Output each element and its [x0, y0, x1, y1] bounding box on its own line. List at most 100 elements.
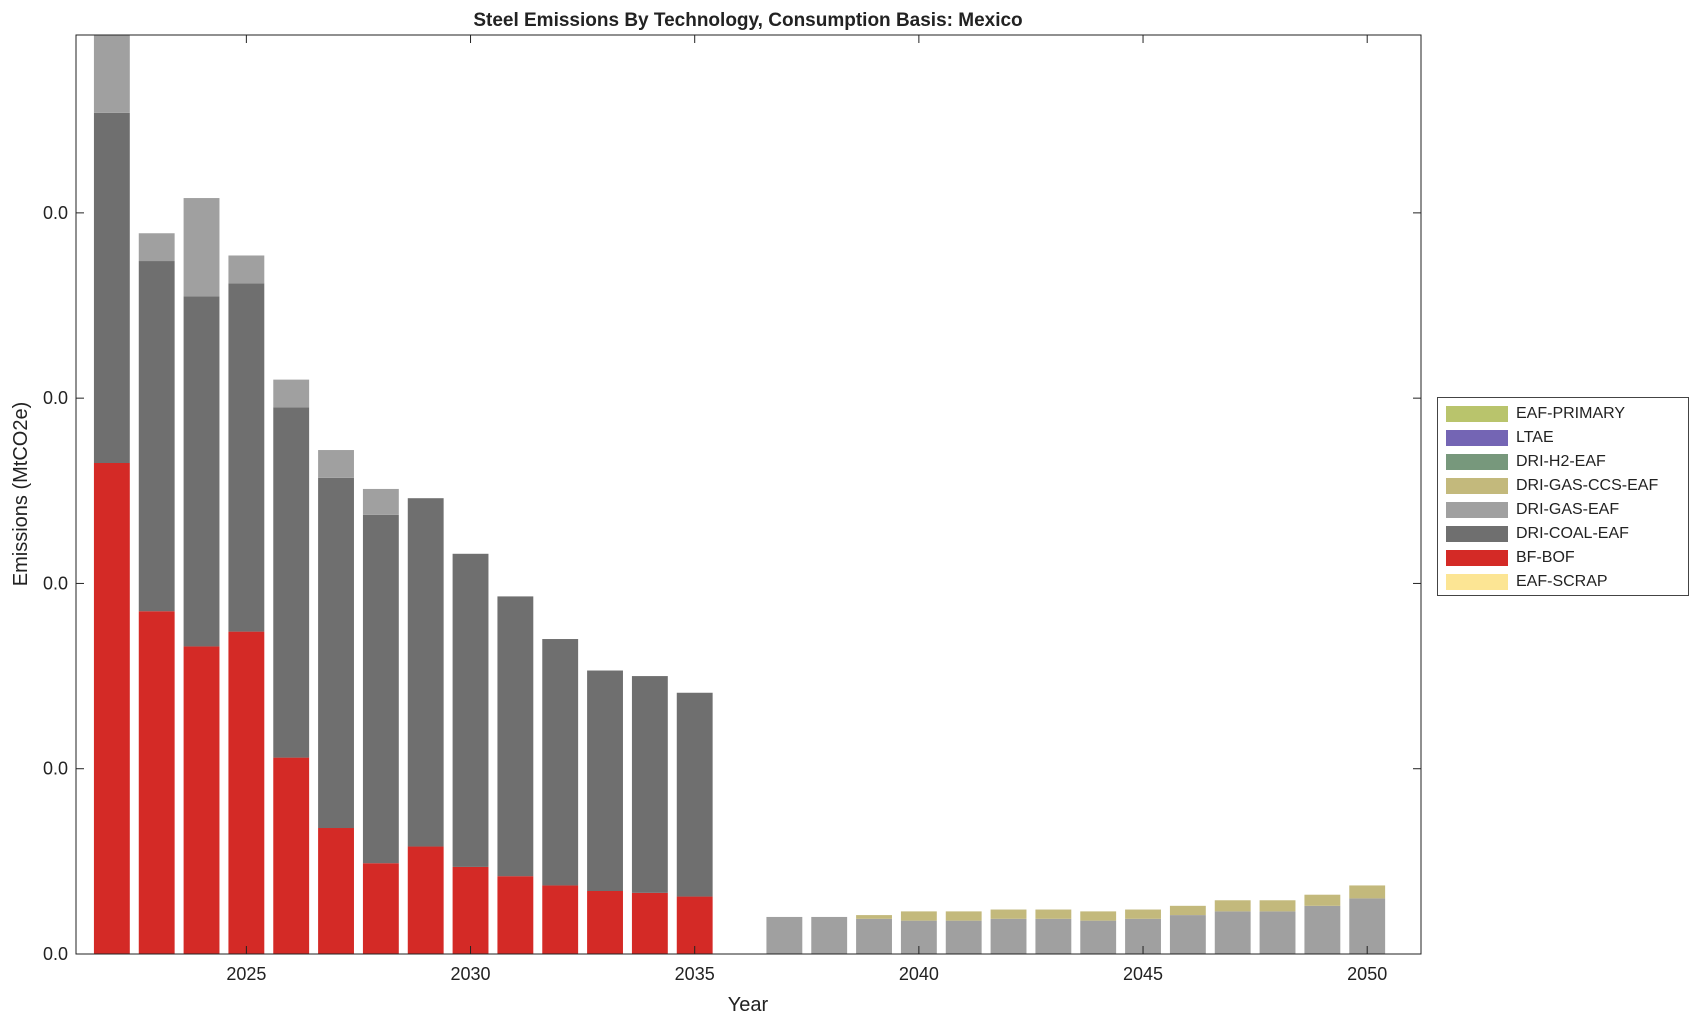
bar-dri-coal-eaf-2028 — [362, 514, 399, 864]
bar-bf-bof-2034 — [631, 892, 668, 954]
bar-dri-gas-eaf-2028 — [362, 488, 399, 515]
bar-dri-gas-eaf-2043 — [1035, 918, 1072, 954]
bar-marks — [93, 35, 1386, 954]
bar-bf-bof-2031 — [497, 876, 534, 954]
bar-dri-gas-eaf-2050 — [1349, 898, 1386, 954]
legend-swatch — [1446, 406, 1508, 422]
bar-dri-coal-eaf-2023 — [138, 261, 175, 612]
bar-dri-gas-ccs-eaf-2045 — [1125, 909, 1161, 919]
legend-swatch — [1446, 502, 1508, 518]
x-tick-label: 2040 — [899, 964, 939, 984]
x-tick-label: 2050 — [1347, 964, 1387, 984]
legend-item-dri-h2-eaf: DRI-H2-EAF — [1446, 452, 1606, 472]
y-tick-label: 0.0 — [43, 388, 68, 408]
bar-bf-bof-2035 — [676, 896, 713, 954]
bar-bf-bof-2030 — [452, 866, 489, 954]
bar-bf-bof-2024 — [183, 646, 220, 954]
bar-dri-gas-eaf-2026 — [273, 379, 310, 408]
x-tick-label: 2030 — [451, 964, 491, 984]
y-tick-label: 0.0 — [43, 759, 68, 779]
bar-bf-bof-2027 — [318, 828, 354, 954]
bar-bf-bof-2029 — [407, 846, 444, 954]
bar-dri-gas-eaf-2048 — [1259, 911, 1296, 954]
legend-swatch — [1446, 550, 1508, 566]
bar-dri-coal-eaf-2027 — [318, 477, 354, 829]
legend-label: DRI-COAL-EAF — [1516, 525, 1629, 542]
bar-dri-coal-eaf-2032 — [542, 639, 579, 886]
bar-bf-bof-2033 — [587, 891, 623, 954]
bar-dri-gas-ccs-eaf-2039 — [856, 915, 892, 919]
bar-dri-coal-eaf-2026 — [273, 407, 310, 758]
bar-bf-bof-2028 — [362, 863, 399, 954]
bar-dri-gas-eaf-2042 — [990, 918, 1027, 954]
legend-item-dri-gas-eaf: DRI-GAS-EAF — [1446, 500, 1619, 520]
bar-dri-coal-eaf-2025 — [228, 283, 265, 632]
bar-dri-gas-eaf-2039 — [856, 918, 892, 954]
bar-dri-gas-ccs-eaf-2048 — [1259, 900, 1296, 912]
bar-bf-bof-2032 — [542, 885, 579, 954]
y-tick-label: 0.0 — [43, 944, 68, 964]
bar-bf-bof-2025 — [228, 631, 265, 954]
chart-title: Steel Emissions By Technology, Consumpti… — [473, 10, 1022, 31]
bar-dri-gas-eaf-2049 — [1304, 905, 1341, 954]
bar-bf-bof-2026 — [273, 757, 310, 954]
bar-dri-gas-eaf-2041 — [945, 920, 982, 954]
bar-dri-gas-eaf-2025 — [228, 255, 265, 284]
bar-bf-bof-2022 — [93, 463, 130, 954]
y-axis-ticks: 0.0 0.0 0.0 0.0 0.0 — [43, 203, 1421, 964]
plot-frame — [75, 34, 1422, 955]
bar-dri-gas-ccs-eaf-2046 — [1169, 905, 1206, 916]
bar-dri-gas-eaf-2022 — [93, 35, 130, 113]
legend-swatch — [1446, 430, 1508, 446]
bar-dri-coal-eaf-2029 — [407, 498, 444, 847]
legend-item-eaf-primary: EAF-PRIMARY — [1446, 404, 1625, 424]
legend-swatch — [1446, 454, 1508, 470]
bar-dri-coal-eaf-2030 — [452, 553, 489, 867]
bar-dri-gas-eaf-2046 — [1169, 915, 1206, 954]
legend-label: EAF-PRIMARY — [1516, 405, 1626, 422]
legend-swatch — [1446, 478, 1508, 494]
bar-dri-gas-ccs-eaf-2040 — [900, 911, 937, 921]
bar-dri-gas-ccs-eaf-2043 — [1035, 909, 1072, 919]
legend-swatch — [1446, 574, 1508, 590]
bar-dri-gas-eaf-2044 — [1080, 920, 1117, 954]
legend-label: LTAE — [1516, 429, 1554, 446]
bar-dri-coal-eaf-2031 — [497, 596, 534, 877]
legend-label: EAF-SCRAP — [1516, 573, 1608, 590]
x-tick-label: 2025 — [226, 964, 266, 984]
legend-item-dri-gas-ccs-eaf: DRI-GAS-CCS-EAF — [1446, 476, 1658, 496]
bar-dri-coal-eaf-2035 — [676, 692, 713, 897]
bar-bf-bof-2023 — [138, 611, 175, 954]
bar-dri-gas-eaf-2038 — [811, 916, 848, 954]
y-tick-label: 0.0 — [43, 573, 68, 593]
bar-dri-gas-eaf-2024 — [183, 198, 220, 297]
bar-dri-gas-ccs-eaf-2050 — [1349, 885, 1386, 899]
bar-dri-gas-ccs-eaf-2042 — [990, 909, 1027, 919]
bar-dri-gas-ccs-eaf-2044 — [1080, 911, 1117, 921]
bar-dri-gas-eaf-2037 — [766, 916, 803, 954]
legend-label: DRI-GAS-EAF — [1516, 501, 1620, 518]
bar-dri-gas-eaf-2023 — [138, 233, 175, 262]
legend-label: DRI-H2-EAF — [1516, 453, 1606, 470]
bar-dri-gas-ccs-eaf-2049 — [1304, 894, 1341, 906]
legend-swatch — [1446, 526, 1508, 542]
legend: EAF-PRIMARY LTAE DRI-H2-EAF DRI-GAS-CCS-EAF… — [1437, 397, 1689, 596]
bar-dri-gas-ccs-eaf-2041 — [945, 911, 982, 921]
legend-label: BF-BOF — [1516, 549, 1575, 566]
bar-dri-coal-eaf-2033 — [587, 670, 623, 892]
legend-label: DRI-GAS-CCS-EAF — [1516, 477, 1659, 494]
x-tick-label: 2035 — [675, 964, 715, 984]
x-tick-label: 2045 — [1123, 964, 1163, 984]
legend-item-ltae: LTAE — [1446, 428, 1554, 448]
bar-dri-gas-ccs-eaf-2047 — [1214, 900, 1251, 912]
bar-dri-coal-eaf-2034 — [631, 676, 668, 893]
x-axis-ticks: 2025 2030 2035 2040 2045 2050 — [226, 35, 1387, 984]
legend-item-bf-bof: BF-BOF — [1446, 548, 1575, 568]
y-tick-label: 0.0 — [43, 203, 68, 223]
legend-item-eaf-scrap: EAF-SCRAP — [1446, 572, 1608, 592]
bar-dri-gas-eaf-2027 — [318, 450, 354, 478]
bar-dri-gas-eaf-2047 — [1214, 911, 1251, 954]
y-axis-label: Emissions (MtCO2e) — [10, 402, 32, 586]
